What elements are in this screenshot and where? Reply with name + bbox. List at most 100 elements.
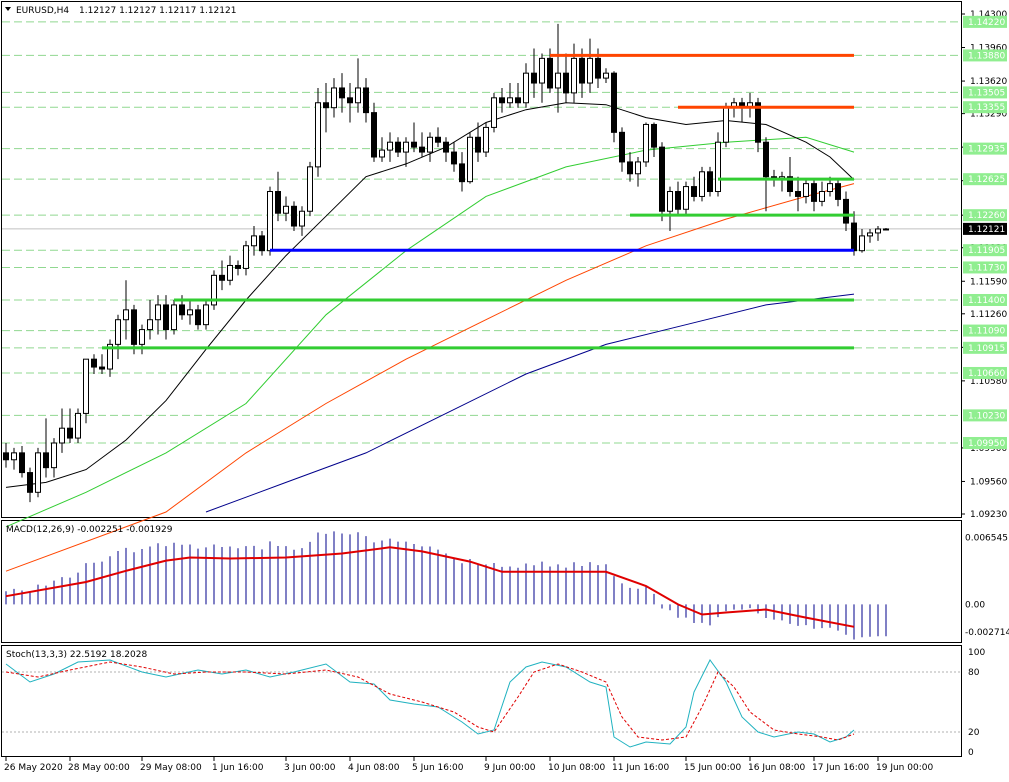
candle[interactable] xyxy=(291,201,297,231)
candle[interactable] xyxy=(3,442,9,468)
candle[interactable] xyxy=(539,53,545,103)
candle[interactable] xyxy=(699,166,705,202)
candle[interactable] xyxy=(211,270,217,310)
candle[interactable] xyxy=(219,260,225,291)
candle[interactable] xyxy=(683,181,689,217)
symbol-dropdown-icon[interactable] xyxy=(5,7,11,11)
candle[interactable] xyxy=(587,38,593,93)
candle[interactable] xyxy=(107,339,113,377)
candle[interactable] xyxy=(67,408,73,443)
candle[interactable] xyxy=(811,179,817,212)
candle[interactable] xyxy=(83,358,89,424)
candle[interactable] xyxy=(379,137,385,162)
candle[interactable] xyxy=(147,299,153,340)
candle[interactable] xyxy=(691,176,697,202)
candle[interactable] xyxy=(603,68,609,84)
price-panel[interactable] xyxy=(1,1,962,518)
candle[interactable] xyxy=(571,43,577,103)
candle[interactable] xyxy=(619,127,625,172)
candle[interactable] xyxy=(203,299,209,330)
candle[interactable] xyxy=(427,132,433,162)
candle[interactable] xyxy=(35,447,41,498)
candle[interactable] xyxy=(627,152,633,182)
candle[interactable] xyxy=(795,176,801,212)
candle[interactable] xyxy=(99,354,105,374)
candle[interactable] xyxy=(11,447,17,470)
candle[interactable] xyxy=(867,228,873,243)
candle[interactable] xyxy=(19,445,25,478)
candle[interactable] xyxy=(395,137,401,157)
candle[interactable] xyxy=(195,304,201,330)
candle[interactable] xyxy=(763,137,769,212)
candle[interactable] xyxy=(227,255,233,286)
candle[interactable] xyxy=(435,127,441,148)
candle[interactable] xyxy=(843,191,849,231)
candle[interactable] xyxy=(251,226,257,256)
candle[interactable] xyxy=(531,48,537,98)
candle[interactable] xyxy=(635,156,641,187)
candle[interactable] xyxy=(659,142,665,222)
candle[interactable] xyxy=(507,83,513,108)
candle[interactable] xyxy=(787,156,793,197)
candle[interactable] xyxy=(371,102,377,162)
candle[interactable] xyxy=(123,280,129,340)
candle[interactable] xyxy=(819,181,825,207)
candle[interactable] xyxy=(27,467,33,503)
candle[interactable] xyxy=(715,132,721,197)
candle[interactable] xyxy=(707,166,713,197)
candle[interactable] xyxy=(339,73,345,113)
candle[interactable] xyxy=(387,132,393,162)
candle[interactable] xyxy=(243,240,249,276)
candle[interactable] xyxy=(475,122,481,162)
candle[interactable] xyxy=(283,196,289,222)
candle[interactable] xyxy=(523,63,529,108)
candle[interactable] xyxy=(43,418,49,478)
candle[interactable] xyxy=(835,179,841,207)
candle[interactable] xyxy=(171,299,177,335)
candle[interactable] xyxy=(859,228,865,253)
candle[interactable] xyxy=(675,181,681,217)
candle[interactable] xyxy=(267,186,273,256)
candle[interactable] xyxy=(555,23,561,113)
candle[interactable] xyxy=(883,228,889,231)
candle[interactable] xyxy=(187,299,193,325)
candle[interactable] xyxy=(75,408,81,443)
candle[interactable] xyxy=(411,122,417,153)
macd-panel[interactable] xyxy=(1,520,962,643)
candle[interactable] xyxy=(59,408,65,453)
candle[interactable] xyxy=(131,304,137,355)
stoch-panel[interactable] xyxy=(1,645,962,757)
candle[interactable] xyxy=(331,78,337,118)
candle[interactable] xyxy=(347,83,353,123)
candle[interactable] xyxy=(875,226,881,241)
candle[interactable] xyxy=(355,58,361,113)
candle[interactable] xyxy=(91,354,97,374)
candle[interactable] xyxy=(115,314,121,360)
candle[interactable] xyxy=(155,295,161,335)
candle[interactable] xyxy=(235,260,241,276)
candle[interactable] xyxy=(403,137,409,167)
candle[interactable] xyxy=(419,132,425,157)
candle[interactable] xyxy=(51,438,57,478)
candle[interactable] xyxy=(459,152,465,192)
candle[interactable] xyxy=(667,186,673,231)
candle[interactable] xyxy=(363,78,369,123)
candle[interactable] xyxy=(563,53,569,103)
candle[interactable] xyxy=(803,179,809,204)
candle[interactable] xyxy=(611,71,617,143)
candle[interactable] xyxy=(643,122,649,167)
candle[interactable] xyxy=(307,161,313,217)
candle[interactable] xyxy=(259,230,265,256)
candle[interactable] xyxy=(483,122,489,157)
candle[interactable] xyxy=(443,137,449,162)
candle[interactable] xyxy=(451,142,457,172)
candle[interactable] xyxy=(491,92,497,133)
candle[interactable] xyxy=(323,83,329,133)
candle[interactable] xyxy=(515,83,521,108)
candle[interactable] xyxy=(275,171,281,222)
candle[interactable] xyxy=(299,206,305,236)
candle[interactable] xyxy=(467,132,473,184)
candle[interactable] xyxy=(315,87,321,177)
